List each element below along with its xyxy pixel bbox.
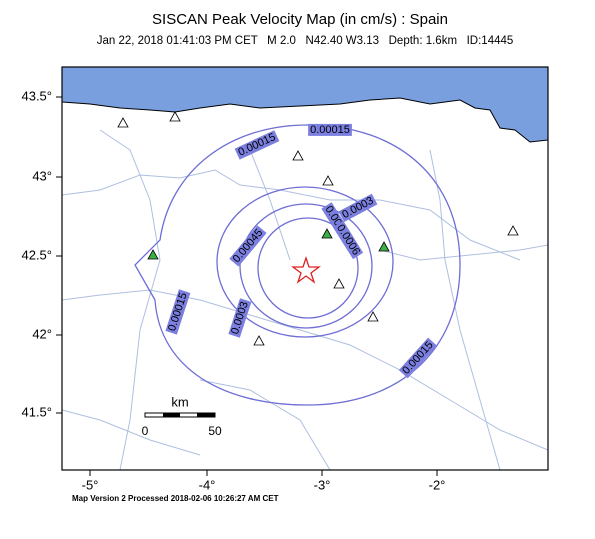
y-tick-label: 41.5° <box>21 404 52 419</box>
y-tick-label: 42.5° <box>21 247 52 262</box>
scale-unit: km <box>171 394 188 409</box>
contour-label: 0.00015 <box>308 123 352 136</box>
contour-label-box <box>333 220 364 260</box>
contour-label-box <box>234 130 280 160</box>
sea <box>62 67 548 143</box>
y-tick-label: 43.5° <box>21 88 52 103</box>
title: SISCAN Peak Velocity Map (in cm/s) : Spa… <box>152 11 448 28</box>
contours <box>134 124 461 406</box>
contour-label-text: 0.00015 <box>310 124 350 136</box>
x-tick-label: -3° <box>314 477 331 492</box>
x-tick-label: -5° <box>82 477 99 492</box>
footer: Map Version 2 Processed 2018-02-06 10:26… <box>72 494 279 503</box>
scale-label: 50 <box>208 424 222 438</box>
y-tick-label: 43° <box>32 168 52 183</box>
stations <box>117 111 519 346</box>
contour-label-box <box>338 193 378 223</box>
epicenter <box>291 255 321 284</box>
rivers <box>62 129 548 470</box>
x-tick-label: -4° <box>199 477 216 492</box>
contour-label-box <box>228 298 252 338</box>
scale-label: 0 <box>142 424 149 438</box>
contour-label-box <box>308 123 352 136</box>
subtitle: Jan 22, 2018 01:41:03 PM CET M 2.0 N42.4… <box>97 35 514 47</box>
y-tick-label: 42° <box>32 326 52 341</box>
contour-label-box <box>229 225 267 267</box>
map-area <box>62 67 548 470</box>
scale-bar: km 0 50 <box>142 394 222 438</box>
contour-label-box <box>398 337 438 379</box>
x-tick-label: -2° <box>429 477 446 492</box>
map-frame <box>61 66 549 471</box>
contour-label-box <box>165 289 191 335</box>
